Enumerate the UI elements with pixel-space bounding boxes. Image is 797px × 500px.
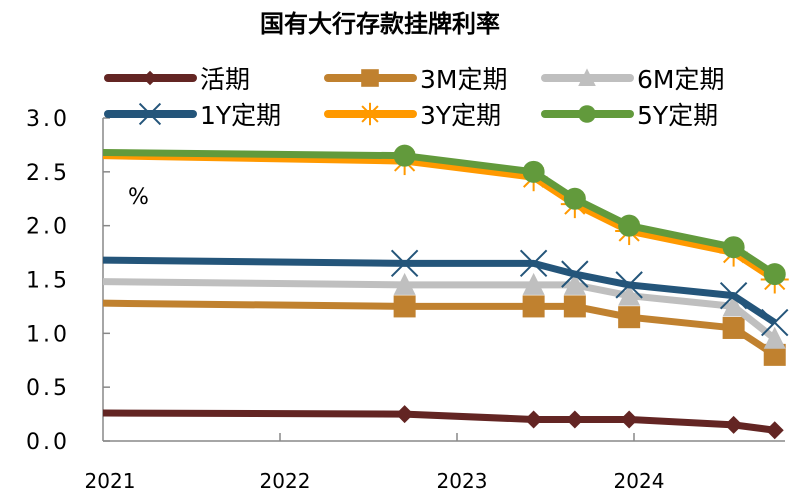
triangle-marker: [578, 68, 596, 86]
series-line: [102, 409, 776, 434]
series-1Y定期: [102, 249, 789, 337]
series-5Y定期: [102, 144, 786, 286]
x-tick-label: 2023: [437, 469, 488, 493]
x-marker: [138, 102, 162, 126]
series-3Y定期: [102, 147, 789, 294]
chart-title: 国有大行存款挂牌利率: [260, 10, 500, 38]
legend-item: 活期: [104, 65, 250, 94]
triangle-marker: [393, 272, 416, 295]
y-tick-label: 1.5: [26, 269, 70, 294]
diamond-marker: [142, 70, 158, 86]
series-活期: [102, 405, 784, 440]
legend-label: 6M定期: [637, 65, 724, 94]
triangle-marker: [618, 283, 641, 306]
unit-label: %: [128, 185, 149, 210]
diamond-marker: [395, 405, 414, 424]
series-line: [102, 299, 777, 358]
legend-label: 5Y定期: [637, 101, 718, 130]
triangle-marker: [763, 326, 786, 349]
legend: 活期 3M定期 6M定期 1Y定期 3Y定期 5Y定期: [104, 65, 724, 130]
circle-marker: [393, 144, 416, 167]
y-tick-label: 3.0: [26, 107, 70, 132]
x-tick-label: 2021: [85, 469, 136, 493]
x-marker: [390, 249, 419, 278]
circle-marker: [722, 236, 745, 259]
square-marker: [618, 306, 641, 329]
legend-label: 活期: [200, 65, 250, 94]
legend-label: 1Y定期: [200, 101, 281, 130]
x-tick-label: 2024: [614, 469, 665, 493]
legend-item: 6M定期: [541, 65, 724, 94]
diamond-marker: [620, 410, 639, 429]
legend-label: 3Y定期: [420, 101, 501, 130]
legend-label: 3M定期: [420, 65, 507, 94]
x-tick-label: 2022: [260, 469, 311, 493]
x-marker: [519, 249, 548, 278]
square-marker: [563, 295, 586, 318]
diamond-marker: [524, 410, 543, 429]
series-group: [102, 144, 789, 440]
legend-item: 5Y定期: [541, 101, 718, 130]
x-marker: [719, 281, 748, 310]
legend-item: 3Y定期: [324, 101, 501, 130]
square-marker: [763, 343, 786, 366]
legend-item: 1Y定期: [104, 101, 281, 130]
circle-marker: [522, 160, 545, 183]
triangle-marker: [722, 294, 745, 317]
x-marker: [561, 260, 589, 288]
legend-item: 3M定期: [324, 65, 507, 94]
series-line: [102, 256, 777, 326]
y-tick-label: 0.5: [26, 376, 70, 401]
y-tick-label: 2.0: [26, 215, 70, 240]
series-line: [102, 148, 777, 278]
diamond-marker: [765, 421, 784, 440]
triangle-marker: [522, 272, 545, 295]
series-6M定期: [102, 272, 786, 349]
square-marker: [361, 69, 379, 87]
circle-marker: [763, 263, 786, 286]
axes: 0.0 0.5 1.0 1.5 2.0 2.5 3.0 2021 2022 2023 2024: [26, 107, 785, 493]
diamond-marker: [565, 410, 584, 429]
series-3M定期: [102, 295, 786, 366]
y-tick-label: 2.5: [26, 161, 70, 186]
x-marker: [615, 271, 643, 299]
triangle-marker: [563, 272, 586, 295]
square-marker: [393, 295, 416, 318]
square-marker: [722, 316, 745, 339]
circle-marker: [618, 214, 641, 237]
y-tick-label: 1.0: [26, 322, 70, 347]
star-marker: [361, 105, 379, 123]
circle-marker: [578, 105, 596, 123]
y-tick-label: 0.0: [26, 430, 70, 455]
square-marker: [522, 295, 545, 318]
circle-marker: [563, 187, 586, 210]
x-marker: [761, 308, 789, 337]
diamond-marker: [724, 415, 743, 434]
